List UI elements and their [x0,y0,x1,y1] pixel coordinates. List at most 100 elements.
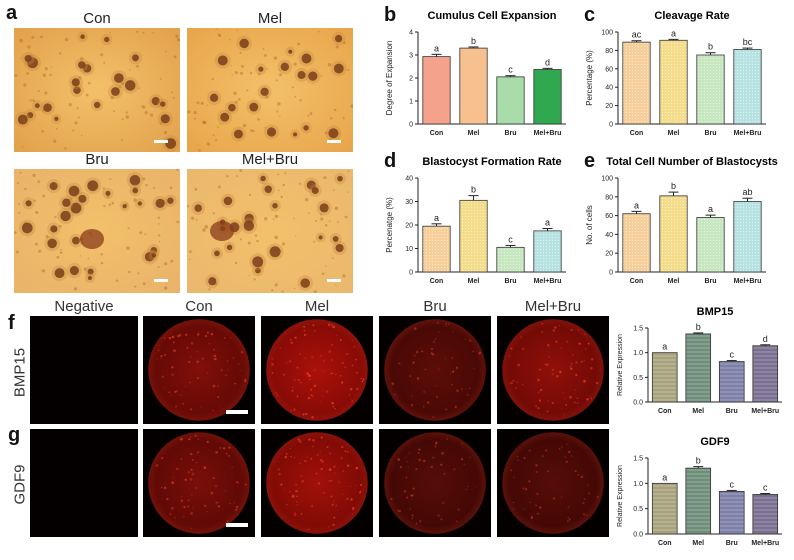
significance-letter: a [662,342,667,352]
bar-bru [496,246,525,273]
y-tick-label: 0.0 [633,400,643,407]
category-label: Bru [504,130,516,137]
significance-letter: b [471,185,476,195]
significance-letter: bc [743,37,753,47]
y-tick-label: 60 [605,66,613,73]
significance-letter: d [545,57,550,67]
category-label: Mel [468,130,480,137]
chart-title-g: GDF9 [700,436,729,448]
y-axis-label: Relative Expression [617,465,624,527]
significance-letter: a [434,213,439,223]
y-tick-label: 40 [605,232,613,239]
category-label: Mel+Bru [734,130,762,137]
chart-title-e: Total Cell Number of Blastocysts [606,156,778,168]
fluorescence-col-negative: Negative [54,298,114,315]
fluorescence-col-bru: Bru [423,298,447,315]
y-tick-label: 0 [609,270,613,277]
y-tick-label: 3 [409,53,413,60]
scale-bar [226,523,248,527]
y-tick-label: 1.0 [633,350,643,357]
fluorescence-image-gdf9-mel [261,429,373,537]
chart-title-f: BMP15 [697,306,734,318]
significance-letter: c [763,482,768,492]
y-axis-label: Percenatge (%) [385,197,394,253]
panel-letter-g: g [8,424,21,446]
fluorescence-image-bmp15-mel-bru [497,316,609,424]
bar-con [622,213,651,273]
category-label: Con [658,408,672,415]
bar-bru [718,491,745,535]
category-label: Mel [468,278,480,285]
chart-title-d: Blastocyst Formation Rate [422,156,561,168]
y-tick-label: 30 [405,199,413,206]
panel-letter-f: f [8,312,15,334]
fluorescence-image-gdf9-bru [379,429,491,537]
category-label: Con [630,278,644,285]
chart-title-c: Cleavage Rate [654,10,729,22]
y-tick-label: 0 [409,122,413,129]
scale-bar [226,410,248,414]
y-axis-label: Degree of Expansion [385,41,394,116]
significance-letter: b [671,181,676,191]
significance-letter: ac [632,30,642,40]
y-axis-label: Percentage (%) [585,50,594,106]
fluorescence-image-bmp15-negative [30,316,138,424]
y-tick-label: 1.0 [633,481,643,488]
significance-letter: c [730,479,735,489]
fluorescence-col-melbru: Mel+Bru [524,298,582,315]
micrograph-mel [187,28,353,152]
bar-mel [659,195,688,273]
bar-mel [685,333,712,403]
significance-letter: c [508,234,513,244]
chart-cleavage-rate: Cleavage Rate 0 20 40 60 80 100 Percentage (%) a… [585,10,766,137]
y-tick-label: 1.5 [633,326,643,333]
category-label: Mel+Bru [751,540,779,547]
fluorescence-image-gdf9-con [143,429,255,537]
fluorescence-image-bmp15-mel [261,316,373,424]
bar-con [422,56,451,125]
y-tick-label: 0.5 [633,375,643,382]
micrograph-label-con: Con [83,10,111,27]
bar-bru [496,76,525,125]
micrograph-con [14,28,180,152]
significance-letter: b [471,36,476,46]
significance-letter: c [730,350,735,360]
bar-mel [659,39,688,125]
significance-letter: d [763,334,768,344]
category-label: Bru [726,540,738,547]
panel-letter-a: a [6,2,18,24]
y-tick-label: 20 [605,103,613,110]
panel-letter-e: e [584,150,596,172]
y-tick-label: 80 [605,194,613,201]
significance-letter: c [508,65,513,75]
y-axis-label: Relative Expression [617,334,624,396]
y-axis-label: No. of cells [585,205,594,245]
y-tick-label: 40 [405,176,413,183]
bar-mel-bru [733,201,762,273]
category-label: Con [630,130,644,137]
chart-blastocyst-formation: Blastocyst Formation Rate 0 10 20 30 40 Percen… [385,156,566,285]
chart-title-b: Cumulus Cell Expansion [428,10,557,22]
y-tick-label: 100 [601,30,613,37]
bar-con [622,41,651,125]
fluorescence-row-bmp15: BMP15 [11,347,29,398]
significance-letter: a [662,472,667,482]
bar-bru [696,54,725,125]
panel-letter-b: b [384,4,397,26]
bar-mel-bru [533,69,562,125]
significance-letter: b [696,456,701,466]
category-label: Bru [704,278,716,285]
category-label: Mel+Bru [734,278,762,285]
y-tick-label: 80 [605,48,613,55]
chart-bmp15: BMP15 0.0 0.5 1.0 1.5 Relative Expression a Con… [617,306,782,415]
category-label: Con [430,130,444,137]
fluorescence-image-bmp15-bru [379,316,491,424]
bar-mel-bru [733,49,762,125]
bar-bru [718,361,745,403]
bar-bru [696,217,725,273]
category-label: Mel [692,540,704,547]
category-label: Con [658,540,672,547]
micrograph-label-melbru: Mel+Bru [241,151,299,168]
significance-letter: a [545,218,550,228]
micrograph-label-mel: Mel [257,10,283,27]
